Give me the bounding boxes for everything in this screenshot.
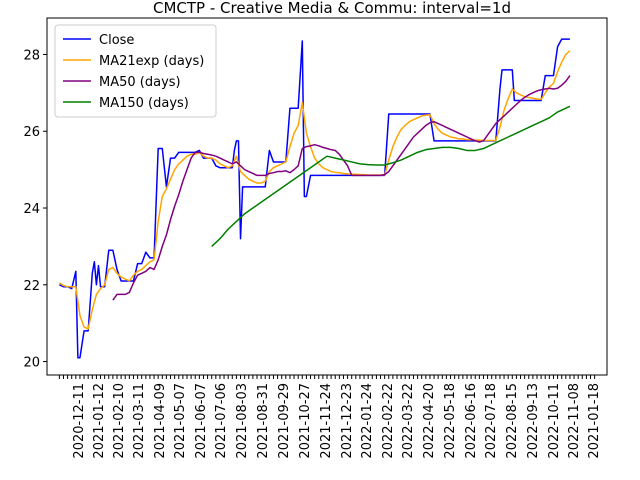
series-line-ma150-days: [211, 105, 571, 247]
x-tick-label: 2022-11-08: [567, 383, 582, 459]
x-tick-label: 2021-10-27: [298, 383, 313, 459]
x-tick-label: 2021-06-07: [194, 383, 209, 459]
x-tick-label: 2022-01-24: [360, 383, 375, 459]
x-tick-label: 2021-01-18: [587, 383, 602, 459]
x-tick-label: 2021-02-10: [112, 383, 127, 459]
x-tick-label: 2022-03-22: [401, 383, 416, 459]
y-tick-label: 20: [23, 356, 40, 371]
series-line-ma21exp-days: [58, 50, 571, 330]
x-tick-label: 2022-08-15: [505, 383, 520, 459]
x-tick-label: 2021-05-07: [173, 383, 188, 459]
y-tick-label: 26: [23, 125, 40, 140]
x-tick-label: 2022-07-18: [484, 383, 499, 459]
series-line-ma50-days: [112, 75, 571, 301]
x-tick-label: 2021-08-31: [256, 383, 271, 459]
axes-layer: 20 22 24 26 28 2020-12-11 2021-01-12 2021-02-10…: [23, 17, 608, 459]
chart-title: CMCTP - Creative Media & Commu: interval…: [153, 0, 511, 17]
x-tick-label: 2021-04-09: [153, 383, 168, 459]
y-tick-label: 28: [23, 48, 40, 63]
series-layer: [58, 38, 571, 359]
x-tick-label: 2021-09-29: [277, 383, 292, 459]
x-tick-label: 2020-12-11: [72, 383, 87, 459]
x-tick-label: 2021-11-24: [319, 383, 334, 459]
x-tick-label: 2021-08-03: [235, 383, 250, 459]
legend-entry-label: MA150 (days): [99, 96, 189, 111]
legend-box: [54, 24, 217, 118]
x-tick-label: 2022-02-22: [381, 383, 396, 459]
y-tick-label: 24: [23, 202, 40, 217]
x-tick-label: 2022-05-18: [443, 383, 458, 459]
x-tick-label: 2022-06-16: [464, 383, 479, 459]
legend-entry-label: MA50 (days): [99, 75, 181, 90]
legend: Close MA21exp (days) MA50 (days) MA150 (day…: [54, 24, 217, 118]
legend-entry-label: Close: [99, 33, 134, 48]
x-tick-label: 2021-12-23: [340, 383, 355, 459]
x-tick-label: 2022-09-13: [526, 383, 541, 459]
x-tick-label: 2021-03-11: [132, 383, 147, 459]
x-tick-label: 2021-07-06: [214, 383, 229, 459]
x-tick-label: 2021-01-12: [92, 383, 107, 459]
legend-entry-label: MA21exp (days): [99, 54, 204, 69]
x-tick-label: 2022-04-20: [422, 383, 437, 459]
x-tick-label: 2022-10-11: [547, 383, 562, 459]
y-tick-label: 22: [23, 279, 40, 294]
